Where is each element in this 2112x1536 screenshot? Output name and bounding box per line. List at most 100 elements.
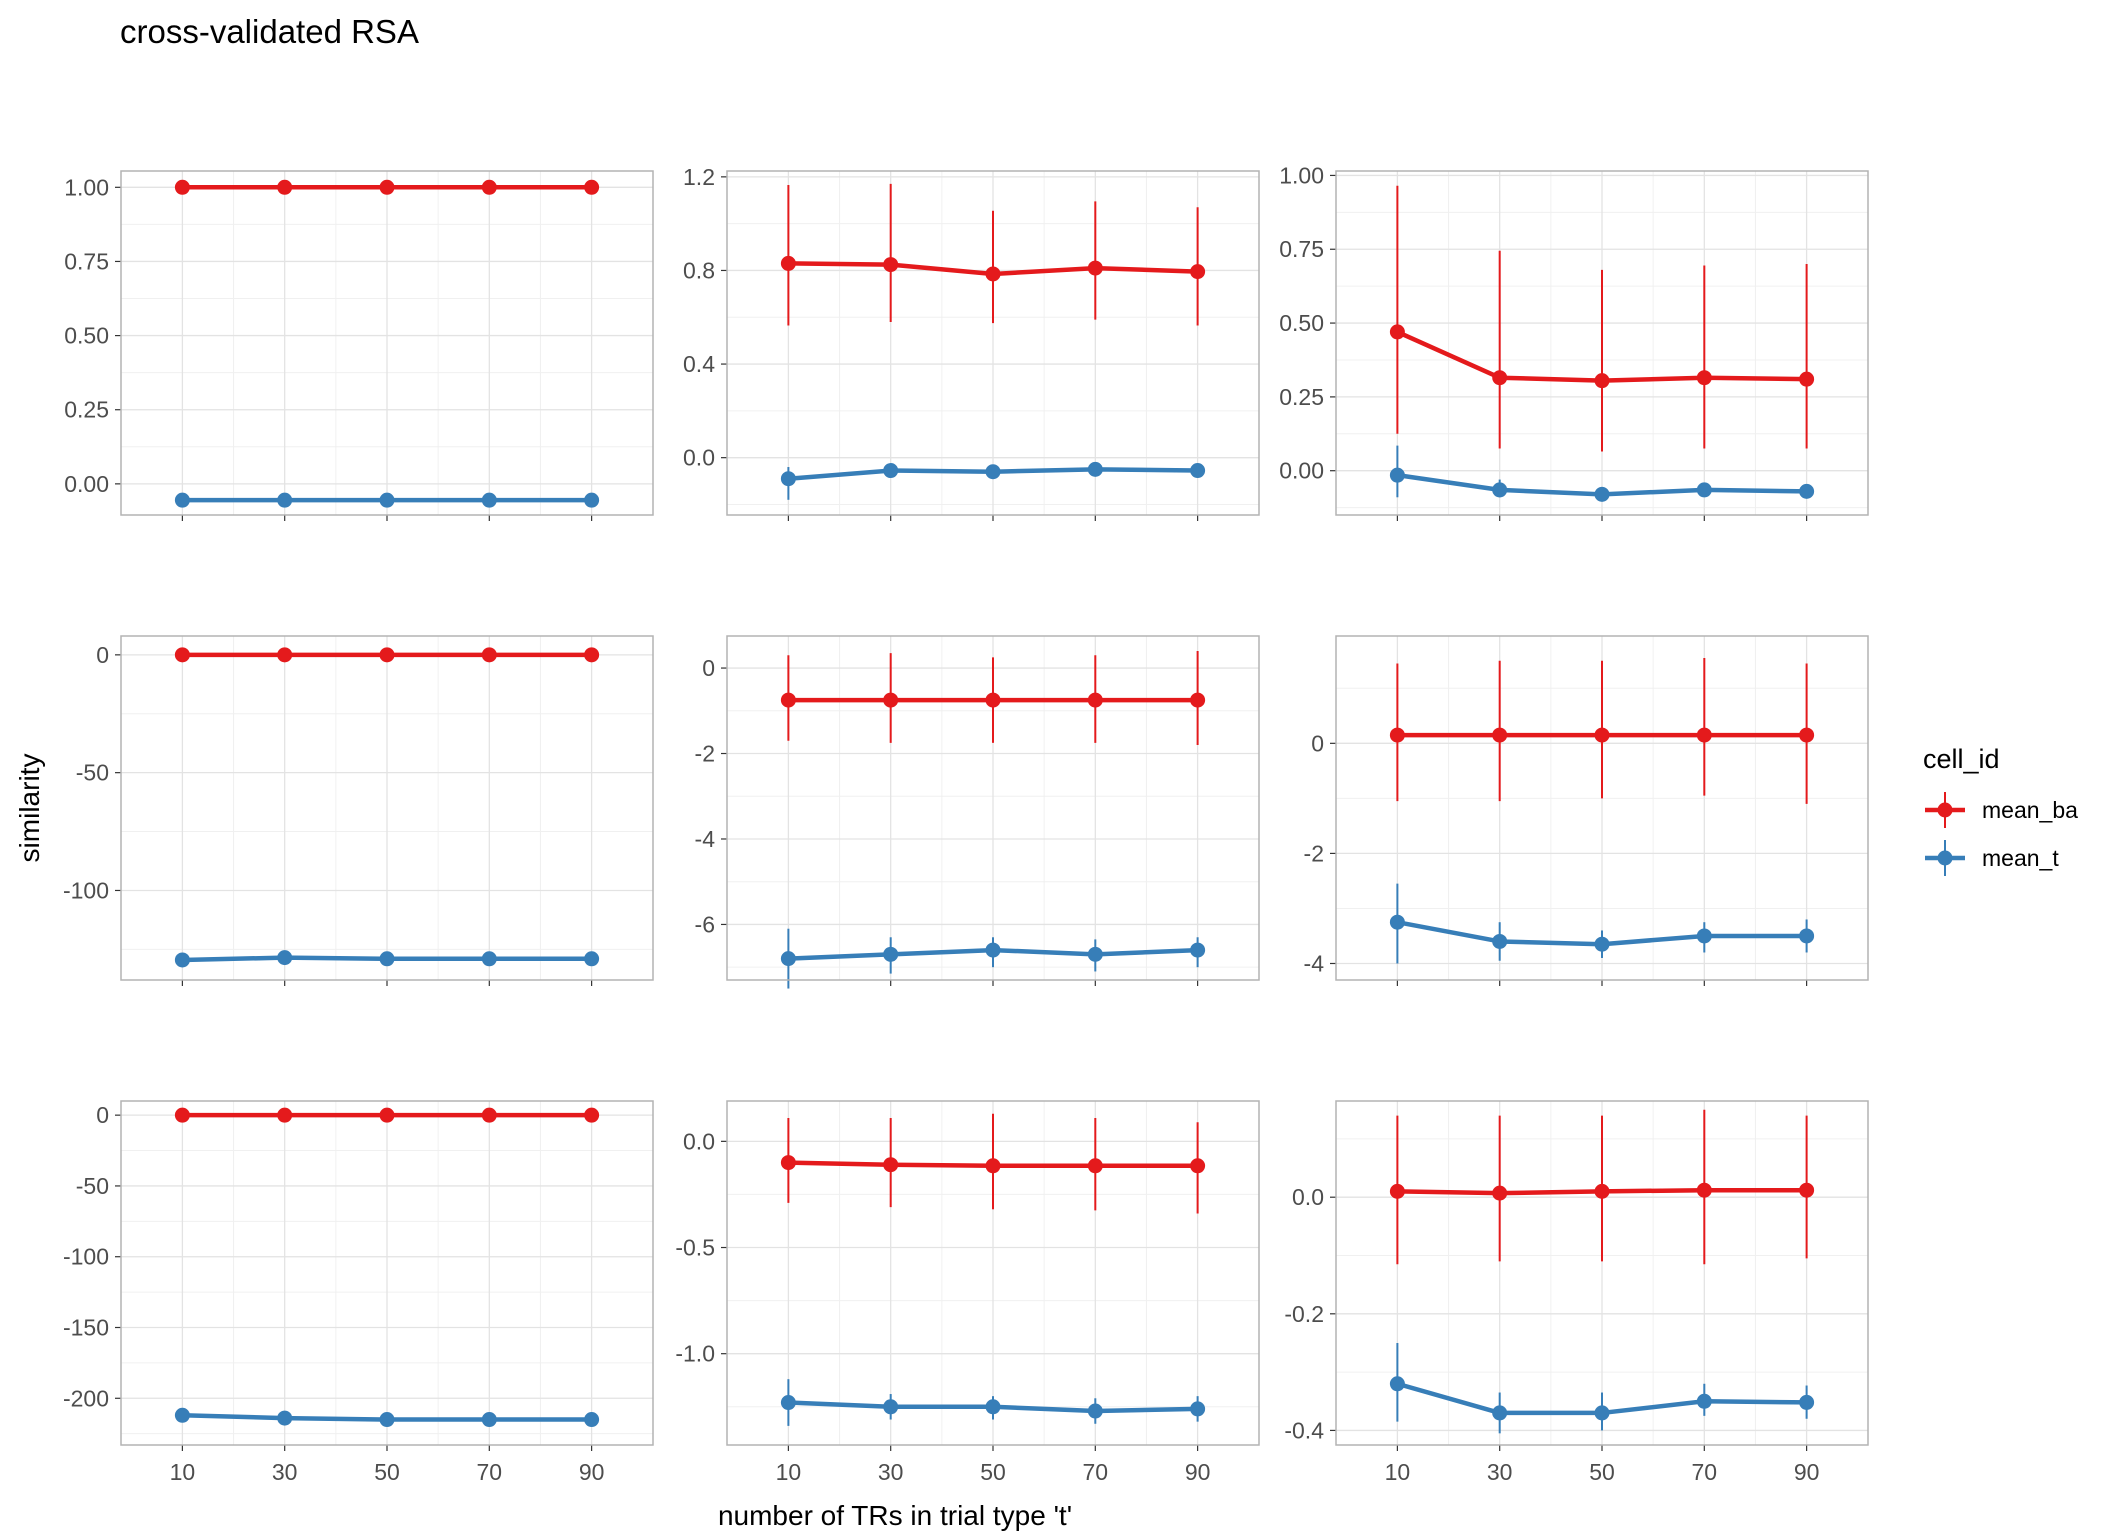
panel-1-1: 0.00 0.25 0.50 0.75 1.00 [64, 170, 654, 521]
point-mean-ba [481, 1107, 497, 1123]
y-tick-label: 0 [1311, 730, 1324, 756]
point-mean-ba [481, 179, 497, 195]
point-mean-ba [1190, 1158, 1206, 1174]
point-mean-t [1492, 1405, 1508, 1421]
y-tick-label: -0.5 [675, 1235, 715, 1261]
y-tick-label: -50 [76, 1173, 109, 1199]
panel-border [726, 635, 1260, 981]
x-tick-label: 10 [776, 1459, 802, 1485]
series-mean-t [780, 1379, 1206, 1426]
x-tick-label: 10 [1385, 1459, 1411, 1485]
x-tick-label: 90 [1185, 1459, 1211, 1485]
point-mean-t [174, 1407, 190, 1423]
point-mean-t [174, 952, 190, 968]
legend-label-mean-t: mean_t [1982, 845, 2059, 871]
point-mean-t [1190, 463, 1206, 479]
y-tick-label: 1.2 [683, 164, 715, 190]
series-mean-t [1389, 445, 1815, 502]
x-tick-label: 10 [170, 1459, 196, 1485]
x-axis-label: number of TRs in trial type 't' [718, 1500, 1072, 1531]
point-mean-ba [1389, 1183, 1405, 1199]
point-mean-ba [584, 179, 600, 195]
series-mean-t [780, 928, 1206, 989]
point-mean-ba [1799, 1182, 1815, 1198]
point-mean-ba [1594, 1183, 1610, 1199]
point-mean-ba [1389, 324, 1405, 340]
point-mean-t [1389, 914, 1405, 930]
point-mean-ba [1389, 727, 1405, 743]
x-axis [181, 980, 593, 986]
legend-item-mean-t: mean_t [1925, 840, 2059, 876]
panel-border [1335, 1100, 1869, 1446]
y-tick-label: -2 [1304, 840, 1324, 866]
y-axis: -100 -50 0 [63, 642, 121, 903]
point-mean-ba [1087, 260, 1103, 276]
point-mean-t [1799, 928, 1815, 944]
y-tick-label: 0.25 [64, 397, 109, 423]
point-mean-ba [1799, 727, 1815, 743]
y-axis-label: similarity [14, 754, 45, 863]
y-tick-label: 0.75 [1279, 236, 1324, 262]
point-mean-ba [985, 266, 1001, 282]
point-mean-t [1799, 483, 1815, 499]
point-mean-ba [1190, 692, 1206, 708]
x-axis: 10 30 50 70 90 [776, 1445, 1211, 1485]
point-mean-t [780, 471, 796, 487]
point-mean-t [379, 492, 395, 508]
point-mean-t [584, 1412, 600, 1428]
y-tick-label: -4 [695, 826, 716, 852]
point-mean-t [1389, 467, 1405, 483]
series-mean-ba [174, 179, 600, 195]
point-mean-ba [379, 647, 395, 663]
major-gridlines [121, 171, 653, 515]
point-mean-ba [1799, 371, 1815, 387]
point-mean-ba [985, 1158, 1001, 1174]
y-tick-label: 0 [702, 655, 715, 681]
panel-border [120, 1100, 654, 1446]
panel-border [120, 635, 654, 981]
y-tick-label: 0.0 [683, 445, 715, 471]
point-mean-t [1594, 936, 1610, 952]
point-mean-ba [277, 1107, 293, 1123]
y-axis: -6 -4 -2 0 [695, 655, 727, 937]
x-tick-label: 70 [477, 1459, 503, 1485]
point-mean-ba [379, 179, 395, 195]
x-tick-label: 50 [374, 1459, 400, 1485]
series-mean-ba [174, 1107, 600, 1123]
x-axis [787, 980, 1199, 986]
point-mean-t [584, 492, 600, 508]
series-mean-t [174, 950, 600, 968]
point-mean-ba [1594, 727, 1610, 743]
point-mean-t [277, 1410, 293, 1426]
y-tick-label: 0.25 [1279, 384, 1324, 410]
point-mean-ba [174, 1107, 190, 1123]
legend: cell_id mean_ba mean_t [1923, 744, 2078, 876]
point-mean-ba [1492, 370, 1508, 386]
point-mean-ba [1190, 264, 1206, 280]
point-mean-t [780, 951, 796, 967]
point-mean-t [1190, 1401, 1206, 1417]
point-mean-ba [277, 179, 293, 195]
y-axis: 0.00 0.25 0.50 0.75 1.00 [1279, 162, 1336, 484]
y-tick-label: 1.00 [1279, 162, 1324, 188]
point-mean-t [780, 1395, 796, 1411]
y-tick-label: -0.4 [1284, 1417, 1324, 1443]
facet-panels: 0.000.250.500.751.000.00.40.81.20.000.25… [63, 162, 1869, 1485]
y-tick-label: -100 [63, 1244, 109, 1270]
point-mean-ba [1696, 727, 1712, 743]
y-tick-label: 0.00 [64, 471, 109, 497]
point-mean-ba [379, 1107, 395, 1123]
y-tick-label: 0 [96, 642, 109, 668]
point-mean-t [985, 942, 1001, 958]
point-mean-ba [277, 647, 293, 663]
y-axis: -0.4 -0.2 0.0 [1284, 1184, 1336, 1443]
series-mean-ba [780, 1113, 1206, 1214]
x-axis: 10 30 50 70 90 [1385, 1445, 1819, 1485]
point-mean-t [277, 950, 293, 966]
point-mean-t [584, 951, 600, 967]
point-mean-t [1799, 1394, 1815, 1410]
series-mean-t [174, 492, 600, 508]
point-mean-ba [584, 1107, 600, 1123]
x-tick-label: 90 [579, 1459, 605, 1485]
major-gridlines [121, 636, 653, 980]
